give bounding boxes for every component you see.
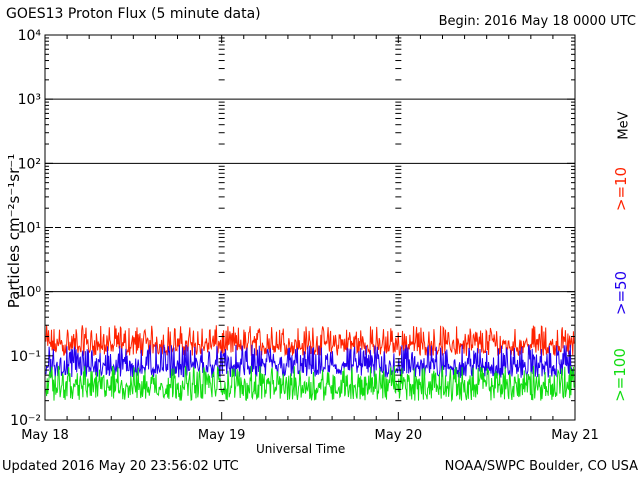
series-line-10mev [45,325,575,357]
y-axis-label: Particles cm⁻²s⁻¹sr⁻¹ [5,153,23,309]
begin-time-label: Begin: 2016 May 18 0000 UTC [438,14,636,29]
y-tick-label: 10⁻² [10,413,41,429]
credit-label: NOAA/SWPC Boulder, CO USA [444,459,638,474]
y-tick-label: 10¹ [18,221,41,237]
plot-frame [44,34,576,421]
y-tick-label: 10³ [18,92,41,108]
x-tick-label: May 21 [551,428,599,443]
y-tick-label: 10⁴ [18,28,42,44]
y-tick-label: 10⁰ [18,285,42,301]
series-line-50mev [45,344,575,379]
x-tick-label: May 18 [21,428,69,443]
legend-series-50mev: >=50 [612,270,630,316]
x-tick-labels: May 18 May 19 May 20 May 21 [21,428,599,443]
y-tick-label: 10² [18,156,41,172]
x-tick-label: May 19 [198,428,246,443]
legend-series-10mev: >=10 [612,166,630,212]
x-axis-label: Universal Time [256,442,346,456]
series-layer [45,325,575,403]
y-tick-label: 10⁻¹ [10,349,41,365]
legend-unit: MeV [616,111,632,140]
updated-timestamp: Updated 2016 May 20 23:56:02 UTC [2,459,239,474]
legend-series-100mev: >=100 [611,348,629,402]
series-line-100mev [45,365,575,403]
chart-title: GOES13 Proton Flux (5 minute data) [6,6,261,22]
x-tick-label: May 20 [375,428,423,443]
grid-layer [44,34,576,421]
y-tick-labels: 10⁻² 10⁻¹ 10⁰ 10¹ 10² 10³ 10⁴ [10,28,41,429]
